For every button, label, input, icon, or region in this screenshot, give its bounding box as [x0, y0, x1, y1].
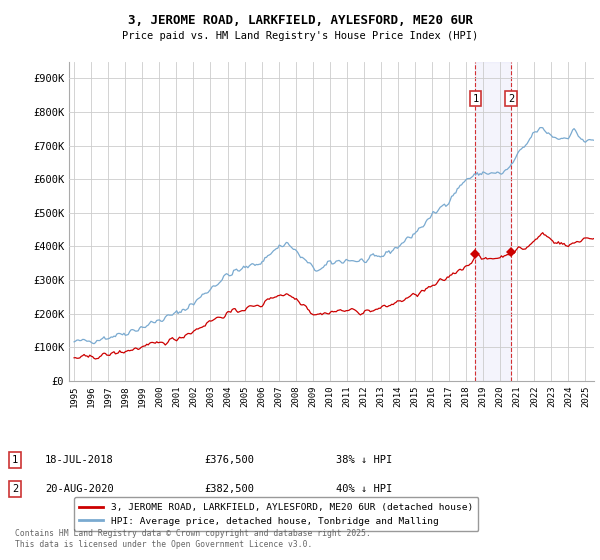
Text: 2: 2	[508, 94, 514, 104]
Text: Contains HM Land Registry data © Crown copyright and database right 2025.
This d: Contains HM Land Registry data © Crown c…	[15, 529, 371, 549]
Text: 40% ↓ HPI: 40% ↓ HPI	[336, 484, 392, 494]
Text: 1: 1	[472, 94, 478, 104]
Text: 2: 2	[12, 484, 18, 494]
Text: £376,500: £376,500	[204, 455, 254, 465]
Bar	[475, 62, 511, 381]
Legend: 3, JEROME ROAD, LARKFIELD, AYLESFORD, ME20 6UR (detached house), HPI: Average pr: 3, JEROME ROAD, LARKFIELD, AYLESFORD, ME…	[74, 497, 478, 531]
Text: 1: 1	[12, 455, 18, 465]
Text: 20-AUG-2020: 20-AUG-2020	[45, 484, 114, 494]
Text: 38% ↓ HPI: 38% ↓ HPI	[336, 455, 392, 465]
Text: Price paid vs. HM Land Registry's House Price Index (HPI): Price paid vs. HM Land Registry's House …	[122, 31, 478, 41]
Text: 18-JUL-2018: 18-JUL-2018	[45, 455, 114, 465]
Text: £382,500: £382,500	[204, 484, 254, 494]
Text: 3, JEROME ROAD, LARKFIELD, AYLESFORD, ME20 6UR: 3, JEROME ROAD, LARKFIELD, AYLESFORD, ME…	[128, 14, 473, 27]
